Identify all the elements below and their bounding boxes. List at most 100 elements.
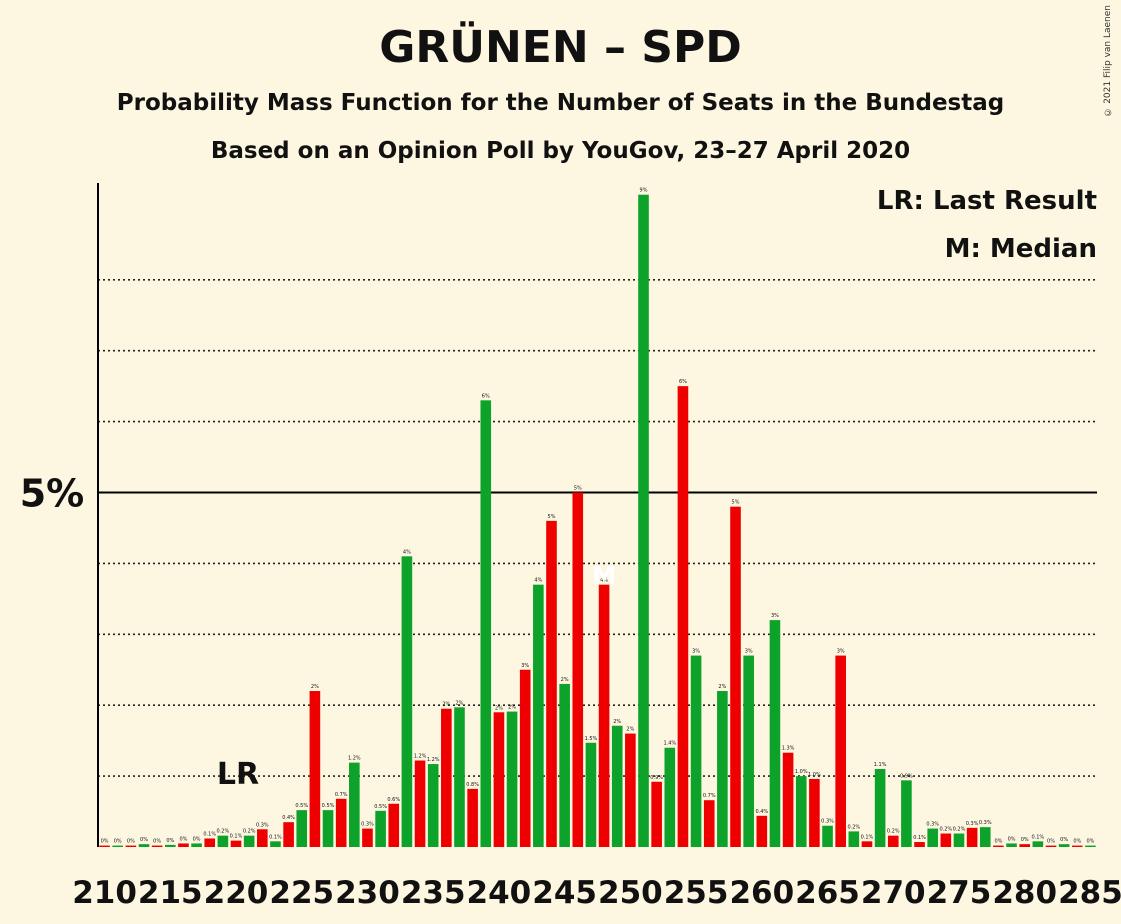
data-label: 0.1% xyxy=(269,834,282,840)
x-tick-label: 220 xyxy=(204,875,269,911)
bar-225 xyxy=(296,810,308,847)
data-label: 0.3% xyxy=(966,821,979,827)
data-label: 0% xyxy=(1073,839,1081,845)
x-tick-label: 275 xyxy=(927,875,992,911)
bar-214 xyxy=(151,845,163,847)
y-tick-label: 5% xyxy=(20,472,85,516)
data-label: 5% xyxy=(548,514,556,520)
data-label: 3% xyxy=(837,649,845,655)
bar-249 xyxy=(611,725,623,847)
bar-275 xyxy=(953,833,965,847)
bar-262 xyxy=(782,752,794,847)
data-label: 0.3% xyxy=(821,819,834,825)
bar-260 xyxy=(756,815,768,847)
data-label: 0% xyxy=(166,838,174,844)
data-label: 0.5% xyxy=(295,803,308,809)
data-label: 0% xyxy=(114,839,122,845)
x-tick-label: 230 xyxy=(335,875,400,911)
bar-226 xyxy=(309,691,321,847)
bar-264 xyxy=(809,778,820,847)
bar-220 xyxy=(230,840,242,847)
bar-257 xyxy=(717,691,728,847)
data-label: 2% xyxy=(613,719,621,725)
data-label: 0.2% xyxy=(243,829,256,835)
x-tick-label: 260 xyxy=(729,875,794,911)
data-label: 2% xyxy=(718,684,726,690)
data-label: 0% xyxy=(1060,837,1068,843)
median-marker: M xyxy=(592,562,616,590)
bar-268 xyxy=(861,841,873,847)
data-label: 0.1% xyxy=(203,831,216,837)
bar-246 xyxy=(572,492,584,847)
bar-224 xyxy=(283,822,294,847)
data-label: 0% xyxy=(193,836,201,842)
bar-263 xyxy=(795,776,807,847)
data-label: 0.1% xyxy=(861,834,874,840)
bar-227 xyxy=(322,810,334,847)
bar-281 xyxy=(1032,841,1044,847)
bar-240 xyxy=(493,712,505,847)
data-label: 3% xyxy=(692,649,700,655)
data-label: 0% xyxy=(1008,836,1016,842)
data-label: 0.3% xyxy=(979,820,992,826)
data-label: 2% xyxy=(561,677,569,683)
data-label: 0.2% xyxy=(217,829,230,835)
bar-267 xyxy=(848,831,860,847)
bar-211 xyxy=(112,845,124,847)
data-label: 3% xyxy=(521,663,529,669)
bar-269 xyxy=(874,769,886,847)
bar-273 xyxy=(927,828,938,847)
bar-266 xyxy=(835,655,846,847)
data-label: 5% xyxy=(574,486,582,492)
data-label: 6% xyxy=(679,379,687,385)
data-label: 0.5% xyxy=(374,804,387,810)
bar-247 xyxy=(585,742,597,847)
bar-241 xyxy=(506,711,518,847)
data-label: 1.4% xyxy=(663,741,676,747)
x-tick-label: 225 xyxy=(269,875,334,911)
bar-230 xyxy=(362,828,373,847)
data-label: 2% xyxy=(442,702,450,708)
bar-242 xyxy=(519,669,531,847)
data-label: 9% xyxy=(640,188,648,194)
data-label: 0% xyxy=(153,839,161,845)
last-result-label: LR xyxy=(217,757,259,792)
data-label: 2% xyxy=(495,705,503,711)
data-label: 0.3% xyxy=(256,822,269,828)
bar-217 xyxy=(191,843,202,847)
legend-median: M: Median xyxy=(945,234,1097,264)
data-label: 0.9% xyxy=(900,773,913,779)
bar-276 xyxy=(966,827,978,847)
bar-252 xyxy=(651,781,662,847)
bar-250 xyxy=(625,733,636,847)
bar-244 xyxy=(546,520,557,847)
data-label: 1.1% xyxy=(874,762,887,768)
data-label: 0.2% xyxy=(847,824,860,830)
data-label: 6% xyxy=(482,393,490,399)
bar-265 xyxy=(822,825,833,847)
data-label: 0.6% xyxy=(387,797,400,803)
data-label: 0.4% xyxy=(282,815,295,821)
data-label: 3% xyxy=(771,613,779,619)
bar-261 xyxy=(769,620,781,847)
data-label: 2% xyxy=(311,684,319,690)
data-label: 0.7% xyxy=(335,792,348,798)
data-label: 0.2% xyxy=(939,827,952,833)
bar-237 xyxy=(454,707,465,847)
legend-last-result: LR: Last Result xyxy=(877,186,1097,216)
data-label: 0.9% xyxy=(650,775,663,781)
data-label: 0% xyxy=(140,837,148,843)
data-label: 0.8% xyxy=(466,782,479,788)
bar-234 xyxy=(414,760,426,847)
bar-248 xyxy=(598,584,610,847)
data-label: 1.0% xyxy=(795,769,808,775)
bar-236 xyxy=(441,708,452,847)
data-label: 2% xyxy=(626,727,634,733)
bar-229 xyxy=(349,762,360,847)
data-label: 1.2% xyxy=(414,754,427,760)
data-label: 0.1% xyxy=(230,834,243,840)
x-tick-label: 245 xyxy=(532,875,597,911)
bar-259 xyxy=(743,655,754,847)
bar-251 xyxy=(638,194,649,848)
chart-subtitle-2: Based on an Opinion Poll by YouGov, 23–2… xyxy=(210,138,911,164)
